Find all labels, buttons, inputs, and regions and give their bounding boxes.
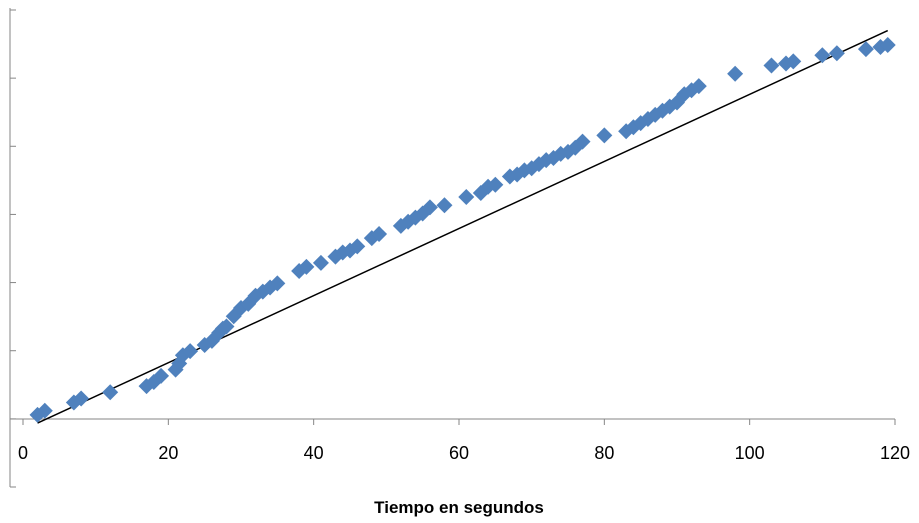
trendline-line xyxy=(37,29,889,424)
x-tick-label: 120 xyxy=(880,443,910,463)
data-point xyxy=(73,390,90,407)
data-point xyxy=(574,133,591,150)
data-point xyxy=(879,36,896,53)
data-point xyxy=(727,65,744,82)
x-tick-label: 60 xyxy=(449,443,469,463)
data-point xyxy=(487,176,504,193)
x-tick-label: 40 xyxy=(304,443,324,463)
data-point xyxy=(371,226,388,243)
data-point xyxy=(312,254,329,271)
data-points xyxy=(29,36,896,423)
data-point xyxy=(182,343,199,360)
x-tick-label: 0 xyxy=(18,443,28,463)
data-point xyxy=(596,127,613,144)
data-point xyxy=(102,384,119,401)
data-point xyxy=(828,45,845,62)
x-tick-label: 100 xyxy=(735,443,765,463)
data-point xyxy=(458,189,475,206)
data-point xyxy=(269,275,286,292)
data-point xyxy=(298,258,315,275)
x-tick-label: 20 xyxy=(158,443,178,463)
data-point xyxy=(349,238,366,255)
data-point xyxy=(218,318,235,335)
x-axis-title: Tiempo en segundos xyxy=(374,498,544,517)
data-point xyxy=(690,78,707,95)
data-point xyxy=(436,197,453,214)
data-point xyxy=(763,57,780,74)
x-axis-ticks xyxy=(22,419,896,425)
data-point xyxy=(421,199,438,216)
trendline xyxy=(37,29,889,424)
x-tick-label: 80 xyxy=(594,443,614,463)
data-point xyxy=(153,367,170,384)
y-axis-ticks xyxy=(10,9,16,488)
data-point xyxy=(785,53,802,70)
x-axis-tick-labels: 0 20 40 60 80 100 120 xyxy=(18,443,910,463)
data-point xyxy=(36,402,53,419)
data-point xyxy=(814,47,831,64)
data-point xyxy=(857,41,874,58)
